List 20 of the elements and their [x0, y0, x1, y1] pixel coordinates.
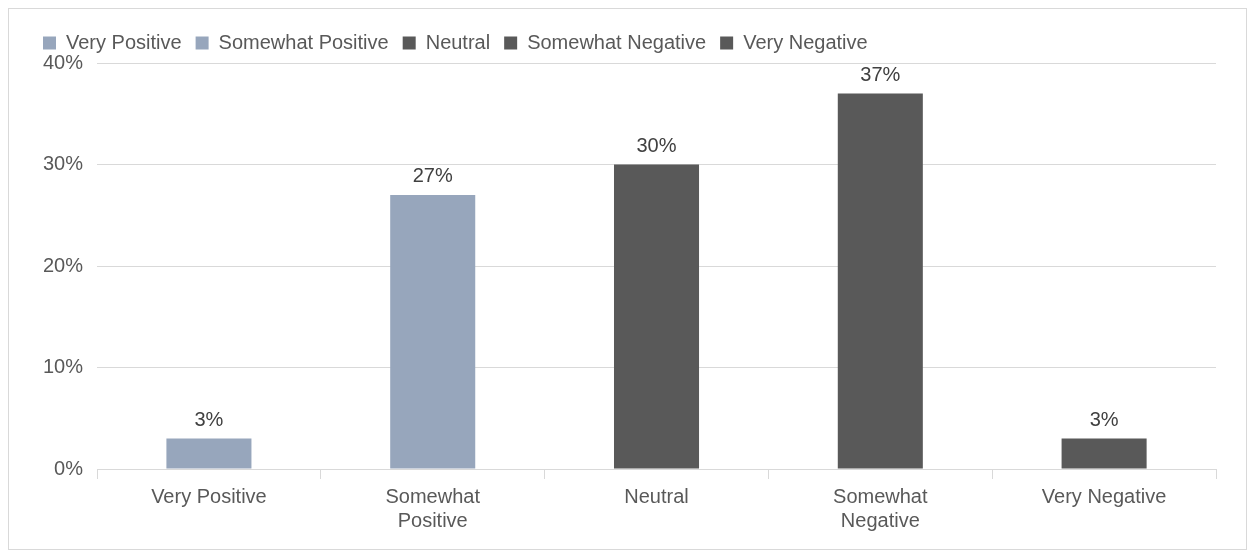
legend-label: Very Positive: [66, 30, 182, 53]
x-tick-label: Somewhat Negative: [833, 484, 928, 531]
data-label: 30%: [636, 134, 677, 157]
data-label: 3%: [1089, 408, 1119, 431]
legend-label: Neutral: [425, 30, 491, 53]
legend-label: Somewhat Negative: [527, 30, 707, 53]
data-label: 27%: [412, 164, 453, 187]
y-tick-label: 10%: [43, 355, 84, 378]
y-tick-label: 30%: [43, 152, 84, 175]
y-tick-label: 0%: [54, 456, 84, 479]
data-label: 3%: [194, 408, 224, 431]
legend-label: Very Negative: [743, 30, 868, 53]
x-tick-label: Very Negative: [1041, 484, 1167, 507]
x-tick-label: Very Positive: [151, 484, 267, 507]
data-label: 37%: [860, 62, 901, 85]
x-tick-label: Neutral: [624, 484, 689, 507]
y-tick-label: 40%: [43, 50, 84, 73]
x-tick-label: Somewhat Positive: [385, 484, 481, 531]
legend-label: Somewhat Positive: [218, 30, 389, 53]
y-tick-label: 20%: [43, 253, 84, 276]
